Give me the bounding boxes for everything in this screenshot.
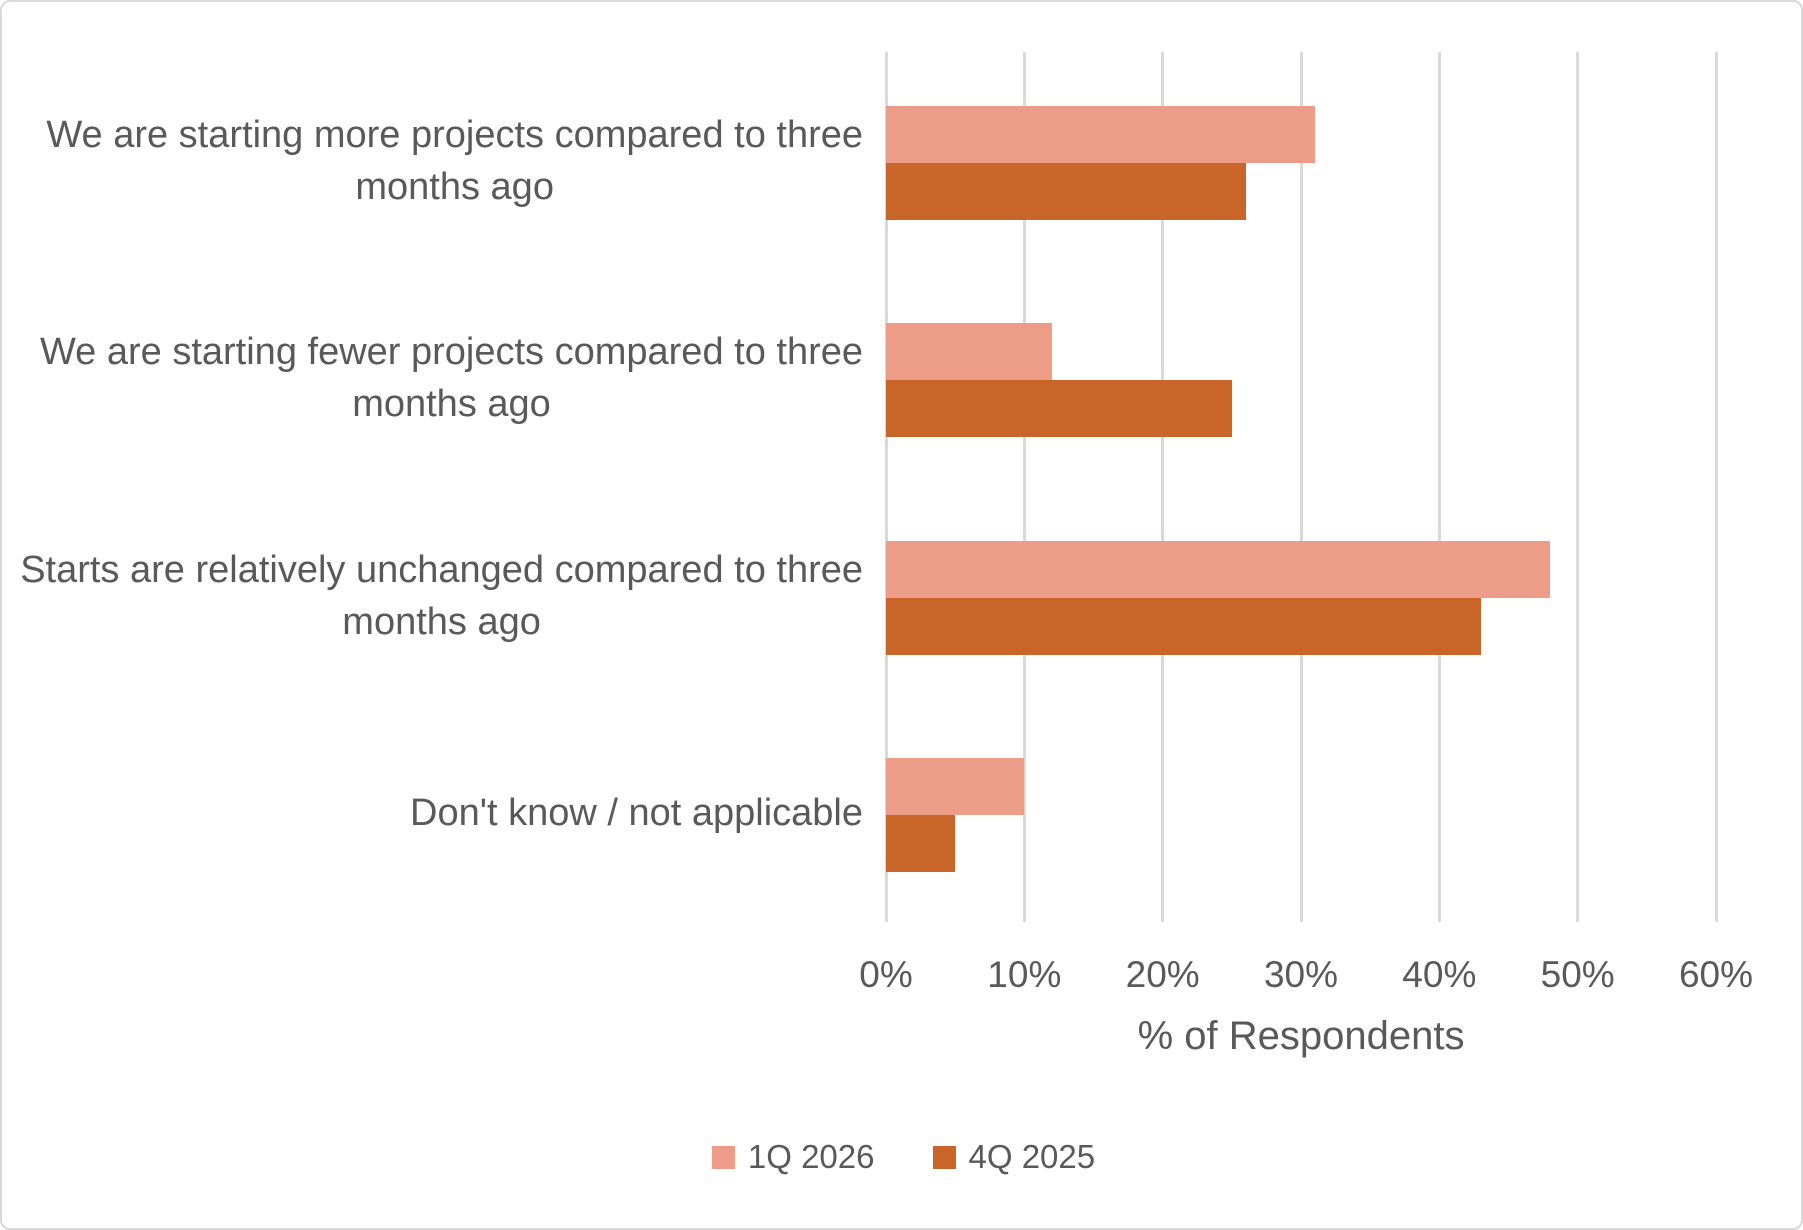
gridline-40: [1437, 52, 1441, 922]
x-tick-label-20: 20%: [1125, 954, 1200, 995]
plot-area: [884, 52, 1718, 922]
bar-1q-2026-cat2: [886, 323, 1052, 380]
legend-swatch-icon: [711, 1145, 735, 1169]
bar-1q-2026-cat1: [886, 105, 1315, 163]
x-tick-label-40: 40%: [1402, 954, 1477, 995]
bar-4q-2025-cat2: [886, 380, 1232, 437]
category-label-1: We are starting more projects compared t…: [46, 113, 863, 208]
x-axis-title: % of Respondents: [1137, 1014, 1465, 1058]
bar-4q-2025-cat1: [886, 162, 1246, 220]
x-tick-label-30: 30%: [1263, 954, 1339, 995]
gridline-60: [1714, 52, 1718, 922]
x-tick-label-60: 60%: [1678, 954, 1754, 995]
legend-item-1q-2026: 1Q 2026: [711, 1138, 875, 1176]
bar-4q-2025-cat3: [886, 597, 1481, 655]
category-label-3: Starts are relatively unchanged compared…: [20, 548, 863, 643]
x-tick-label-10: 10%: [987, 954, 1062, 995]
x-tick-label-0: 0%: [859, 954, 913, 995]
gridline-20: [1161, 52, 1165, 922]
bar-4q-2025-cat4: [886, 815, 956, 872]
gridline-30: [1299, 52, 1303, 922]
bar-1q-2026-cat3: [886, 540, 1550, 598]
legend: 1Q 2026 4Q 2025: [2, 1138, 1801, 1176]
gridline-10: [1022, 52, 1026, 922]
legend-label: 4Q 2025: [968, 1138, 1096, 1175]
gridline-50: [1576, 52, 1580, 922]
gridline-0: [884, 52, 888, 922]
legend-label: 1Q 2026: [747, 1138, 875, 1175]
bar-1q-2026-cat4: [886, 758, 1025, 815]
x-tick-label-50: 50%: [1540, 954, 1615, 995]
category-label-2: We are starting fewer projects compared …: [39, 331, 863, 426]
legend-swatch-icon: [932, 1145, 956, 1169]
legend-item-4q-2025: 4Q 2025: [932, 1138, 1096, 1176]
category-label-4: Don't know / not applicable: [410, 792, 863, 835]
